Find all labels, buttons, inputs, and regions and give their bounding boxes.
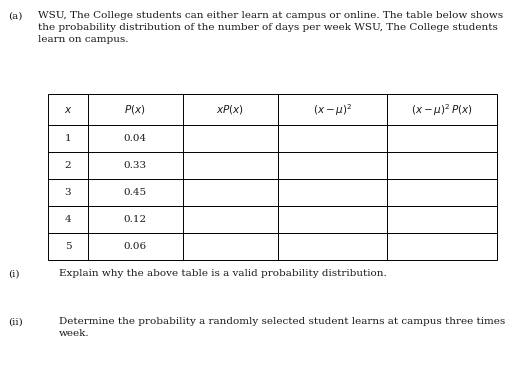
Text: 2: 2	[65, 161, 71, 170]
Text: 1: 1	[65, 134, 71, 144]
Text: Determine the probability a randomly selected student learns at campus three tim: Determine the probability a randomly sel…	[59, 317, 509, 338]
Text: 4: 4	[65, 215, 71, 224]
Text: (ii): (ii)	[8, 317, 22, 326]
Text: 5: 5	[65, 242, 71, 251]
Text: 0.12: 0.12	[123, 215, 147, 224]
Text: 0.45: 0.45	[123, 188, 147, 197]
Text: (a): (a)	[8, 11, 22, 20]
Text: $x$: $x$	[64, 105, 72, 115]
Text: Explain why the above table is a valid probability distribution.: Explain why the above table is a valid p…	[59, 269, 386, 278]
Text: $(x-\mu)^{2}$: $(x-\mu)^{2}$	[312, 102, 352, 118]
Text: 3: 3	[65, 188, 71, 197]
Text: WSU, The College students can either learn at campus or online. The table below : WSU, The College students can either lea…	[38, 11, 502, 44]
Text: 0.06: 0.06	[123, 242, 147, 251]
Text: 0.33: 0.33	[123, 161, 147, 170]
Bar	[48, 94, 496, 260]
Text: (i): (i)	[8, 269, 19, 278]
Text: $(x-\mu)^{2}\,P(x)$: $(x-\mu)^{2}\,P(x)$	[410, 102, 472, 118]
Text: $xP(x)$: $xP(x)$	[216, 103, 244, 116]
Text: $P(x)$: $P(x)$	[124, 103, 146, 116]
Text: 0.04: 0.04	[123, 134, 147, 144]
